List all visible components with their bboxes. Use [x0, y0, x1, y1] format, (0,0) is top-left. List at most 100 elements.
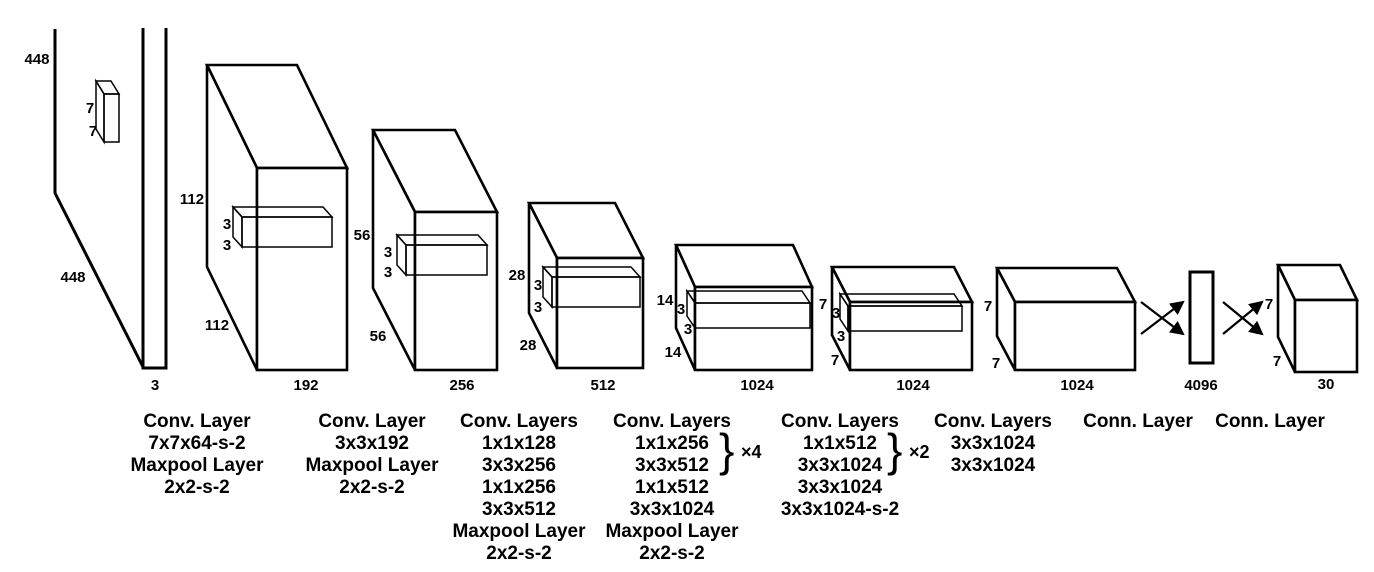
caption-line: Conn. Layer — [1215, 411, 1325, 432]
output-width-label: 7 — [1273, 353, 1281, 370]
box-face — [103, 93, 120, 143]
caption-line: 1x1x512 — [635, 477, 709, 498]
caption-line: 3x3x512 — [635, 455, 709, 476]
caption-line: Maxpool Layer — [305, 455, 439, 476]
block3-filter-h-label: 3 — [534, 277, 542, 294]
caption-line: Conv. Layers — [934, 411, 1052, 432]
box-face — [413, 210, 499, 372]
conv-block-6: 7 7 1024 — [984, 266, 1138, 394]
caption-col-6: Conv. Layers 3x3x1024 3x3x1024 — [934, 411, 1052, 476]
input-patch-w-label: 7 — [89, 123, 97, 140]
block5-filter-h-label: 3 — [832, 305, 840, 322]
caption-line: Conv. Layers — [781, 411, 899, 432]
filter-slab — [405, 244, 488, 276]
output-tensor: 7 7 30 — [1265, 263, 1360, 393]
caption-line: 1x1x256 — [635, 433, 709, 454]
caption-col-8: Conn. Layer — [1215, 411, 1325, 432]
caption-line: 3x3x1024 — [951, 433, 1036, 454]
caption-line: Conv. Layer — [143, 411, 251, 432]
block5-width-label: 7 — [831, 352, 839, 369]
caption-line: 1x1x128 — [482, 433, 556, 454]
conv-block-2: 56 3 3 56 256 — [354, 128, 500, 394]
block2-filter-h-label: 3 — [384, 244, 392, 261]
input-depth-label: 3 — [151, 377, 159, 394]
filter-slab — [551, 276, 641, 308]
fc-crossing-arrows-1 — [1140, 300, 1185, 336]
block6-width-label: 7 — [992, 355, 1000, 372]
caption-line: 2x2-s-2 — [486, 543, 552, 564]
block1-filter-w-label: 3 — [223, 237, 231, 254]
caption-line: 3x3x1024 — [951, 455, 1036, 476]
block3-filter-w-label: 3 — [534, 299, 542, 316]
caption-col-4: Conv. Layers 1x1x256 3x3x512 1x1x512 3x3… — [605, 411, 761, 564]
block5-filter-w-label: 3 — [837, 328, 845, 345]
fc-units-label: 4096 — [1184, 377, 1217, 394]
output-height-label: 7 — [1265, 296, 1273, 313]
block4-filter-w-label: 3 — [684, 321, 692, 338]
input-patch-h-label: 7 — [86, 100, 94, 117]
input-height-label: 448 — [24, 51, 49, 68]
box-face — [994, 266, 1138, 304]
caption-line: 3x3x512 — [482, 499, 556, 520]
output-depth-label: 30 — [1318, 376, 1335, 393]
caption-line: 3x3x1024 — [798, 477, 883, 498]
block2-depth-label: 256 — [449, 377, 474, 394]
caption-line: 2x2-s-2 — [339, 477, 405, 498]
block6-depth-label: 1024 — [1060, 377, 1094, 394]
input-image-plane: 448 448 3 — [24, 28, 168, 394]
block6-height-label: 7 — [984, 298, 992, 315]
block4-depth-label: 1024 — [740, 377, 774, 394]
box-face — [673, 243, 815, 289]
caption-line: 3x3x192 — [335, 433, 409, 454]
block4-filter-h-label: 3 — [677, 301, 685, 318]
fc-vector-4096: 4096 — [1184, 270, 1218, 394]
repeat-brace: } — [719, 424, 734, 476]
block2-filter-w-label: 3 — [384, 264, 392, 281]
filter-slab — [241, 216, 333, 248]
caption-line: 3x3x1024-s-2 — [781, 499, 899, 520]
input-patch: 7 7 — [86, 78, 121, 145]
input-plane-edge — [53, 29, 145, 368]
box-face — [1293, 298, 1359, 374]
caption-line: Conn. Layer — [1083, 411, 1193, 432]
caption-line: 2x2-s-2 — [639, 543, 705, 564]
block1-height-label: 112 — [180, 191, 204, 208]
conv-block-5: 7 3 3 7 1024 — [819, 265, 975, 394]
caption-line: 3x3x1024 — [798, 455, 883, 476]
filter-slab — [847, 305, 963, 332]
box-face — [95, 78, 105, 145]
caption-col-5: Conv. Layers 1x1x512 3x3x1024 3x3x1024 3… — [781, 411, 930, 520]
caption-line: Conv. Layers — [613, 411, 731, 432]
conv-block-1: 112 3 3 112 192 — [180, 63, 350, 394]
block1-depth-label: 192 — [293, 377, 318, 394]
arrow-icon — [1222, 300, 1264, 335]
repeat-multiplier: ×2 — [909, 442, 930, 462]
block3-width-label: 28 — [520, 337, 537, 354]
block2-width-label: 56 — [370, 328, 387, 345]
block1-width-label: 112 — [205, 317, 229, 334]
box-face — [255, 166, 349, 372]
arrow-icon — [1140, 300, 1185, 335]
box-face — [1013, 300, 1137, 372]
caption-col-3: Conv. Layers 1x1x128 3x3x256 1x1x256 3x3… — [452, 411, 586, 564]
repeat-multiplier: ×4 — [741, 442, 762, 462]
caption-line: Conv. Layer — [318, 411, 426, 432]
box-face — [829, 265, 975, 304]
caption-line: 1x1x256 — [482, 477, 556, 498]
block5-height-label: 7 — [819, 296, 827, 313]
conv-block-3: 28 3 3 28 512 — [509, 201, 646, 394]
repeat-brace: } — [887, 424, 902, 476]
caption-line: 7x7x64-s-2 — [148, 433, 245, 454]
caption-line: Maxpool Layer — [605, 521, 739, 542]
caption-line: Conv. Layers — [460, 411, 578, 432]
caption-col-1: Conv. Layer 7x7x64-s-2 Maxpool Layer 2x2… — [130, 411, 264, 498]
block3-height-label: 28 — [509, 267, 526, 284]
block2-height-label: 56 — [354, 227, 371, 244]
block4-height-label: 14 — [657, 292, 674, 309]
caption-line: 3x3x256 — [482, 455, 556, 476]
caption-col-2: Conv. Layer 3x3x192 Maxpool Layer 2x2-s-… — [305, 411, 439, 498]
input-width-label: 448 — [60, 269, 85, 286]
block3-depth-label: 512 — [590, 377, 615, 394]
